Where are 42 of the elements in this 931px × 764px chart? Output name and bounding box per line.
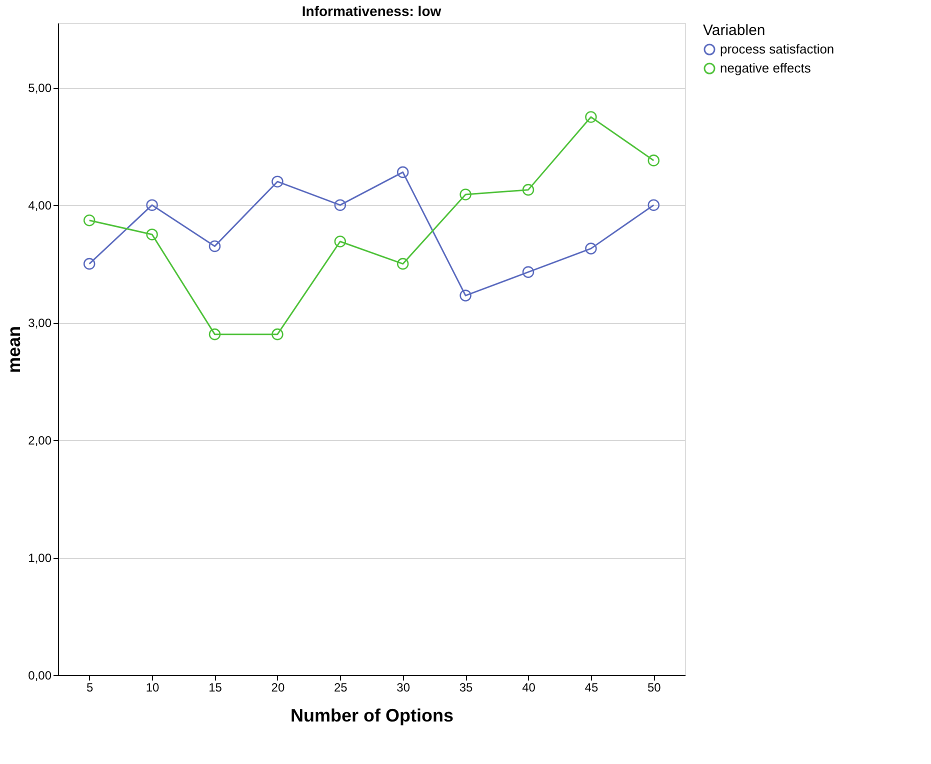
legend-label: negative effects [720,60,812,76]
point [522,184,534,196]
x-tick-label: 40 [522,680,536,694]
point [460,290,472,302]
point [83,214,96,226]
y-tick-label: 1,00 [28,551,52,566]
y-tick-label: 3,00 [28,316,52,330]
x-tick-label: 20 [271,680,285,694]
y-tick-label: 4,00 [28,198,52,213]
point [460,188,472,200]
point [648,154,660,166]
point [208,240,221,252]
x-tick-label: 10 [146,680,160,694]
point [585,242,597,254]
x-tick-label: 25 [334,680,348,694]
chart-title: Informativeness: low [302,3,442,19]
x-tick-label: 30 [396,680,410,694]
point [396,258,409,270]
point [334,236,346,248]
y-tick-label: 0,00 [28,668,52,682]
y-tick-label: 2,00 [28,434,52,448]
x-tick-label: 15 [208,680,222,694]
point [146,228,158,240]
point [208,328,221,340]
point [334,199,346,211]
point [396,166,409,178]
legend-label: process satisfaction [720,42,834,56]
point [648,199,660,211]
point [272,328,284,340]
x-axis-title: Number of Options [290,706,454,726]
y-tick-label: 5,00 [28,81,52,96]
point [83,258,96,270]
point [585,111,597,123]
x-tick-label: 45 [584,680,598,694]
point [522,266,534,278]
point [272,176,284,188]
x-tick-label: 50 [647,680,662,694]
point [146,199,158,211]
x-tick-label: 35 [459,680,474,694]
x-tick-label: 5 [86,680,94,694]
legend-title: Variablen [703,22,766,39]
y-axis-title: mean [4,326,24,374]
